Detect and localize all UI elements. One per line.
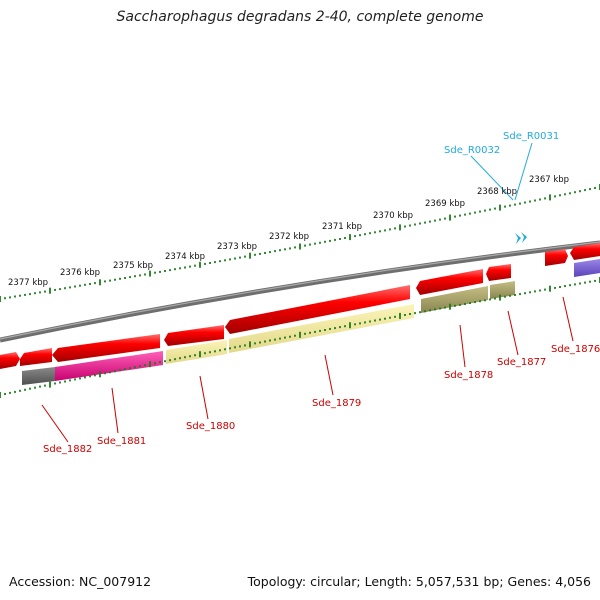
rna-label: Sde_R0031 xyxy=(503,131,559,142)
kbp-label: 2372 kbp xyxy=(269,232,309,242)
gene-bar-yellow xyxy=(166,340,227,364)
genome-backbone-highlight xyxy=(0,241,600,340)
map-title: Saccharophagus degradans 2-40, complete … xyxy=(116,9,484,25)
gene-label: Sde_1882 xyxy=(43,444,92,455)
outer-kbp-ruler xyxy=(0,184,600,302)
accession-text: Accession: NC_007912 xyxy=(9,574,152,589)
kbp-label: 2371 kbp xyxy=(322,222,362,232)
gene-label: Sde_1881 xyxy=(97,436,146,447)
kbp-label: 2368 kbp xyxy=(477,187,517,197)
gene-arrow xyxy=(20,348,52,366)
rna-label: Sde_R0032 xyxy=(444,145,500,156)
kbp-label: 2377 kbp xyxy=(8,278,48,288)
gene-bar-purple xyxy=(574,259,600,277)
gene-arrow xyxy=(0,352,20,369)
genome-backbone xyxy=(0,240,600,343)
rna-markers xyxy=(515,232,527,244)
gene-bar-olive xyxy=(490,281,515,299)
gene-arrow xyxy=(486,264,511,281)
kbp-label: 2375 kbp xyxy=(113,261,153,271)
rna-marker xyxy=(515,233,521,244)
gene-arrow xyxy=(545,249,568,266)
gene-arrow xyxy=(416,269,483,295)
gene-bar-olive xyxy=(421,286,488,313)
kbp-label: 2369 kbp xyxy=(425,199,465,209)
summary-text: Topology: circular; Length: 5,057,531 bp… xyxy=(247,574,591,589)
second-row-genes xyxy=(22,259,600,385)
gene-bar-yellow xyxy=(229,304,414,353)
gene-bar-gray xyxy=(22,367,55,385)
gene-label: Sde_1876 xyxy=(551,344,600,355)
gene-arrow xyxy=(164,325,224,346)
inner-kbp-ruler xyxy=(0,277,600,398)
rna-label-leaders xyxy=(470,142,533,201)
kbp-label: 2374 kbp xyxy=(165,252,205,262)
gene-label: Sde_1880 xyxy=(186,421,235,432)
kbp-label: 2376 kbp xyxy=(60,268,100,278)
gene-label: Sde_1878 xyxy=(444,370,493,381)
gene-label-leaders xyxy=(41,296,574,443)
gene-arrow xyxy=(52,334,160,362)
gene-label: Sde_1877 xyxy=(497,357,546,368)
gene-bar-magenta xyxy=(55,351,163,381)
forward-strand-genes xyxy=(0,243,600,369)
gene-label: Sde_1879 xyxy=(312,398,361,409)
kbp-label: 2373 kbp xyxy=(217,242,257,252)
rna-marker xyxy=(521,232,527,243)
kbp-label: 2370 kbp xyxy=(373,211,413,221)
gene-arrow xyxy=(570,243,600,260)
kbp-label: 2367 kbp xyxy=(529,175,569,185)
gene-arrow xyxy=(225,285,410,334)
